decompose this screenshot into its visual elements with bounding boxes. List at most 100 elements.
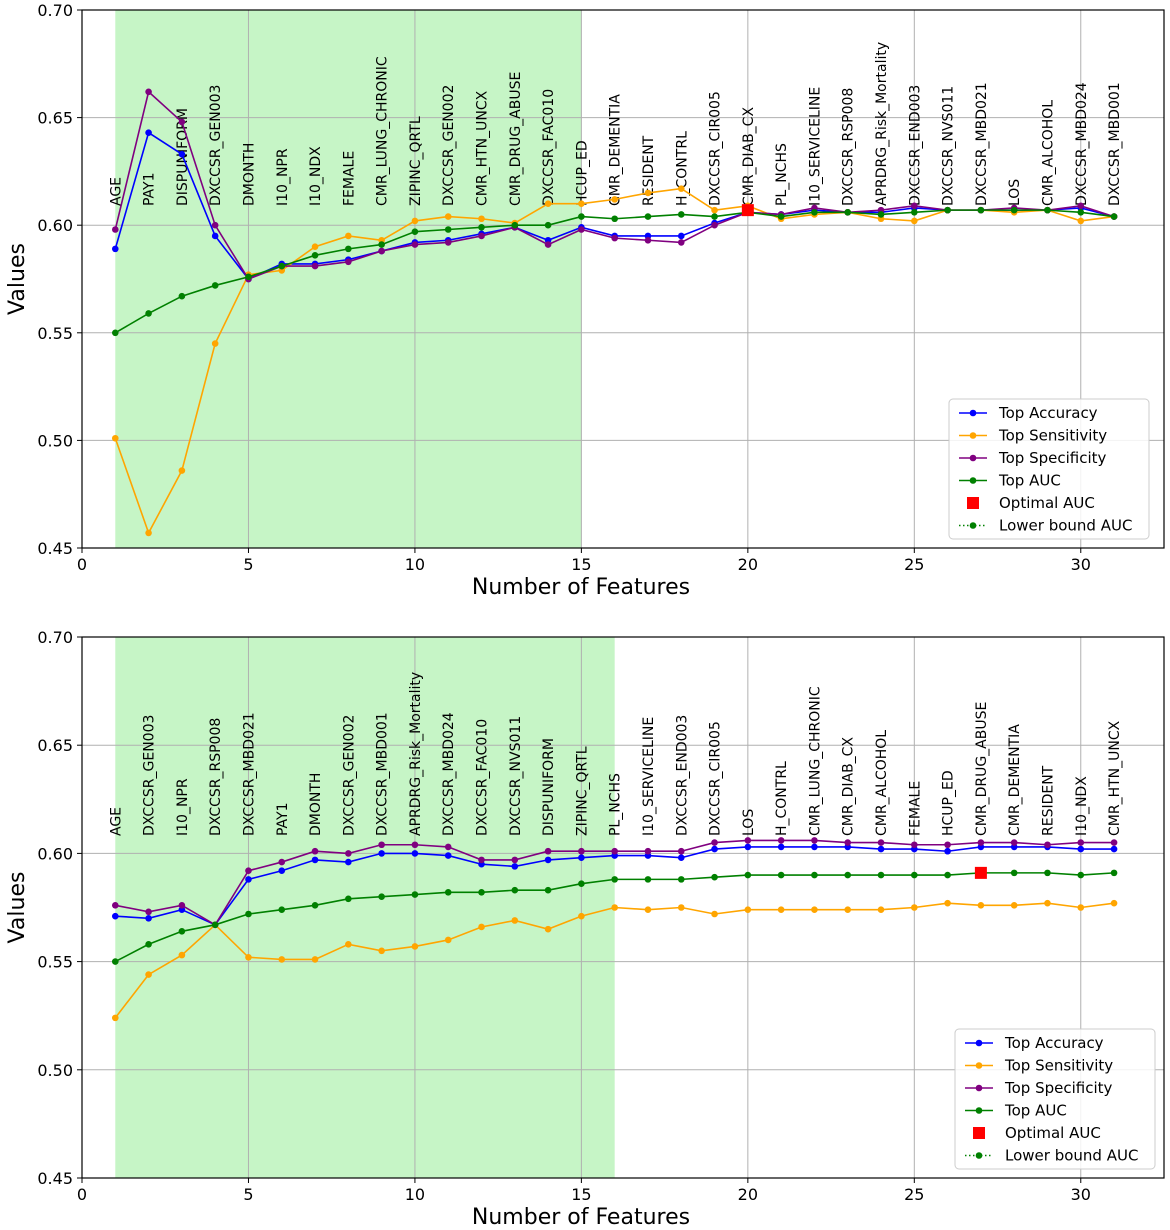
feature-label: CMR_DEMENTIA	[1007, 724, 1023, 836]
data-point	[677, 854, 685, 862]
data-point	[544, 200, 552, 207]
data-point	[111, 912, 119, 920]
data-point	[444, 239, 452, 246]
data-point	[411, 228, 419, 235]
series-specificity	[111, 837, 1118, 929]
data-point	[877, 211, 885, 218]
y-tick-label: 0.45	[37, 539, 73, 558]
x-tick-label: 10	[405, 555, 425, 574]
data-point	[245, 876, 252, 883]
legend-label: Lower bound AUC	[1005, 1147, 1138, 1165]
data-point	[311, 856, 319, 864]
y-axis-label: Values	[5, 872, 30, 944]
data-point	[944, 899, 951, 907]
data-point	[411, 241, 419, 248]
data-point	[311, 847, 319, 855]
data-point	[145, 971, 152, 978]
legend-marker	[975, 1084, 983, 1092]
optimal-auc-marker	[741, 204, 754, 217]
feature-label: PAY1	[275, 803, 291, 837]
data-point	[245, 910, 252, 918]
data-point	[145, 915, 152, 922]
data-point	[1077, 871, 1085, 879]
feature-label: FEMALE	[341, 151, 357, 206]
data-point	[245, 953, 252, 961]
data-point	[644, 236, 652, 244]
data-point	[911, 841, 918, 849]
data-point	[478, 224, 485, 231]
data-point	[178, 292, 186, 300]
data-point	[677, 232, 685, 240]
data-point	[178, 928, 186, 935]
data-point	[844, 208, 852, 216]
data-point	[578, 213, 585, 220]
feature-label: DXCCSR_GEN003	[142, 715, 158, 836]
data-point	[644, 847, 652, 855]
data-point	[777, 871, 785, 879]
feature-label: CMR_DIAB_CX	[841, 737, 857, 836]
data-point	[711, 873, 718, 881]
data-point	[611, 876, 618, 883]
data-point	[411, 841, 419, 849]
data-point	[178, 118, 186, 126]
data-point	[378, 893, 385, 900]
data-point	[378, 947, 385, 955]
data-point	[345, 245, 352, 253]
feature-label: CMR_HTN_UNCX	[1107, 720, 1123, 836]
data-point	[877, 906, 885, 913]
feature-label: CMR_DRUG_ABUSE	[508, 72, 524, 206]
data-point	[578, 854, 585, 862]
x-tick-label: 10	[405, 1185, 425, 1204]
data-point	[145, 529, 152, 537]
feature-label: I10_SERVICELINE	[641, 717, 657, 836]
data-point	[478, 889, 485, 896]
data-point	[345, 858, 352, 866]
x-tick-label: 20	[738, 1185, 758, 1204]
data-point	[578, 880, 585, 887]
data-point	[911, 871, 918, 879]
feature-label: LOS	[1007, 179, 1023, 206]
data-point	[1077, 217, 1085, 225]
data-point	[777, 843, 785, 851]
data-point	[278, 906, 286, 913]
data-point	[411, 891, 419, 898]
data-point	[944, 206, 951, 214]
data-point	[844, 839, 852, 846]
data-point	[411, 850, 419, 857]
legend-label: Optimal AUC	[999, 494, 1095, 512]
series-auc	[111, 206, 1118, 337]
feature-label: CMR_HTN_UNCX	[475, 90, 491, 206]
y-tick-label: 0.65	[37, 736, 73, 755]
y-tick-label: 0.65	[37, 109, 73, 128]
data-point	[777, 906, 785, 913]
data-point	[977, 902, 985, 909]
data-point	[345, 850, 352, 857]
feature-label: DXCCSR_RSP008	[208, 718, 224, 836]
data-point	[378, 247, 385, 255]
data-point	[611, 196, 618, 203]
data-point	[211, 232, 219, 240]
x-axis-label: Number of Features	[472, 1205, 690, 1230]
feature-label: DXCCSR_MBD021	[241, 712, 257, 836]
data-point	[1077, 208, 1085, 216]
feature-label: I10_NPR	[175, 778, 191, 836]
data-point	[378, 241, 385, 248]
feature-label: PL_NCHS	[774, 143, 790, 206]
data-point	[711, 206, 718, 214]
x-tick-label: 25	[904, 1185, 924, 1204]
legend-label: Top Accuracy	[998, 404, 1098, 422]
data-point	[811, 906, 818, 913]
data-point	[677, 185, 685, 192]
feature-label: DXCCSR_END003	[674, 715, 690, 836]
data-point	[544, 856, 552, 864]
x-tick-label: 25	[904, 555, 924, 574]
data-point	[211, 282, 219, 289]
legend-marker	[975, 1039, 983, 1047]
data-point	[544, 847, 552, 855]
data-point	[311, 902, 319, 909]
feature-label: I10_NDX	[1074, 776, 1090, 836]
data-point	[944, 871, 951, 879]
data-point	[145, 940, 152, 948]
data-point	[1077, 839, 1085, 846]
